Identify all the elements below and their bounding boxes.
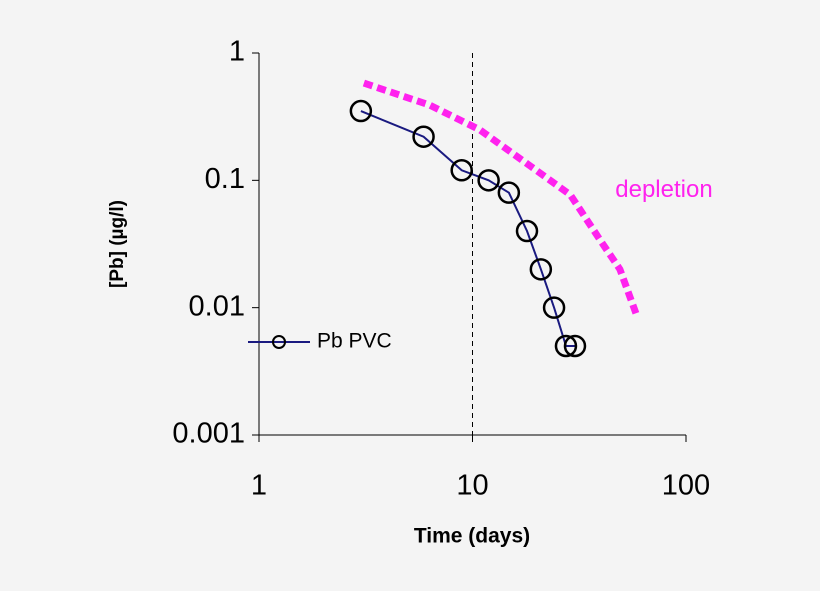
data-point — [515, 219, 539, 243]
data-point — [497, 181, 521, 204]
x-tick-label: 1 — [251, 470, 267, 502]
data-point — [529, 258, 553, 281]
data-point — [563, 334, 587, 358]
data-point — [542, 296, 566, 319]
data-point — [349, 99, 373, 123]
data-point — [554, 334, 578, 358]
y-tick-label: 0.001 — [172, 418, 245, 450]
data-point — [412, 125, 435, 148]
y-tick-label: 0.01 — [189, 290, 245, 322]
y-axis-label: [Pb] (µg/l) — [107, 200, 128, 288]
data-point — [450, 159, 473, 182]
x-tick-label: 10 — [456, 470, 488, 502]
series-line — [362, 79, 641, 318]
x-tick-label: 100 — [662, 470, 710, 502]
legend-label: Pb PVC — [317, 330, 392, 353]
series-annotation: depletion — [615, 176, 712, 203]
legend-marker — [272, 335, 286, 349]
y-tick-label: 0.1 — [205, 163, 245, 195]
y-tick-label: 1 — [229, 36, 245, 68]
series-line — [360, 110, 575, 347]
data-point — [477, 169, 500, 192]
x-axis-label: Time (days) — [414, 525, 530, 548]
